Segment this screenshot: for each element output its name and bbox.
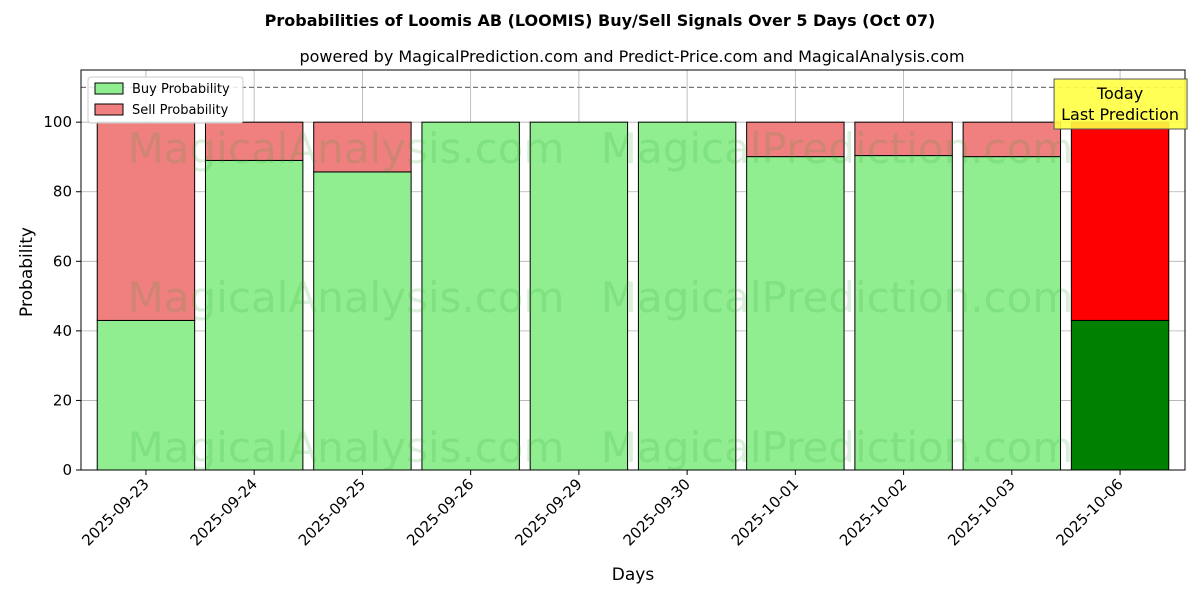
sell-bar [1070,121,1170,321]
x-tick-label: 2025-09-23 [78,475,152,549]
today-annotation: Today Last Prediction [1053,78,1188,130]
legend-swatch [94,103,124,116]
sell-bar [204,121,304,161]
x-tick-label: 2025-09-30 [620,475,694,549]
y-tick-label: 100 [43,113,72,131]
buy-bar [96,319,196,471]
bars [96,121,1170,471]
buy-bar [313,171,412,471]
y-tick-label: 0 [62,461,72,479]
watermark-text: MagicalAnalysis.com [128,273,565,322]
annotation-text: Today [1096,84,1143,103]
watermark-text: MagicalPrediction.com [601,423,1074,472]
y-tick-label: 20 [53,391,72,409]
legend: Buy Probability Sell Probability [87,76,244,124]
sell-bar [962,121,1062,158]
buy-bar [637,121,737,471]
watermark-text: MagicalPrediction.com [601,124,1074,173]
chart-title: Probabilities of Loomis AB (LOOMIS) Buy/… [265,11,936,30]
x-tick-label: 2025-10-06 [1053,475,1127,549]
x-tick-label: 2025-10-03 [944,475,1018,549]
x-tick-label: 2025-09-24 [187,475,261,549]
buy-bar [854,155,953,471]
watermark-text: MagicalAnalysis.com [128,124,565,173]
x-tick-label: 2025-09-25 [295,475,369,549]
buy-bar [421,121,520,471]
x-axis: 2025-09-23 2025-09-24 2025-09-25 2025-09-26… [78,470,1127,549]
legend-label: Sell Probability [132,103,229,118]
watermarks: MagicalAnalysis.com MagicalPrediction.com… [128,124,1074,472]
buy-bar [962,156,1062,471]
annotation-text: Last Prediction [1061,105,1179,124]
buy-bar [1070,319,1170,471]
x-tick-label: 2025-10-01 [728,475,802,549]
legend-swatch [94,82,124,95]
watermark-text: MagicalPrediction.com [601,273,1074,322]
y-tick-label: 60 [53,252,72,270]
x-tick-label: 2025-09-29 [511,475,585,549]
sell-bar [96,121,196,321]
sell-bar [854,121,953,157]
y-tick-label: 40 [53,322,72,340]
y-axis: 0 20 40 60 80 100 [43,113,81,479]
buy-bar [746,156,845,471]
annotation-box [1053,78,1188,130]
sell-bar [746,121,845,158]
x-tick-label: 2025-10-02 [836,475,910,549]
sell-bar [313,121,412,173]
y-axis-label: Probability [17,227,37,317]
legend-label: Buy Probability [132,82,230,97]
chart-subtitle: powered by MagicalPrediction.com and Pre… [299,47,964,66]
y-tick-label: 80 [53,183,72,201]
watermark-text: MagicalAnalysis.com [128,423,565,472]
x-tick-label: 2025-09-26 [403,475,477,549]
legend-box [87,76,244,124]
x-axis-label: Days [612,565,655,585]
plot-frame [80,69,1186,471]
